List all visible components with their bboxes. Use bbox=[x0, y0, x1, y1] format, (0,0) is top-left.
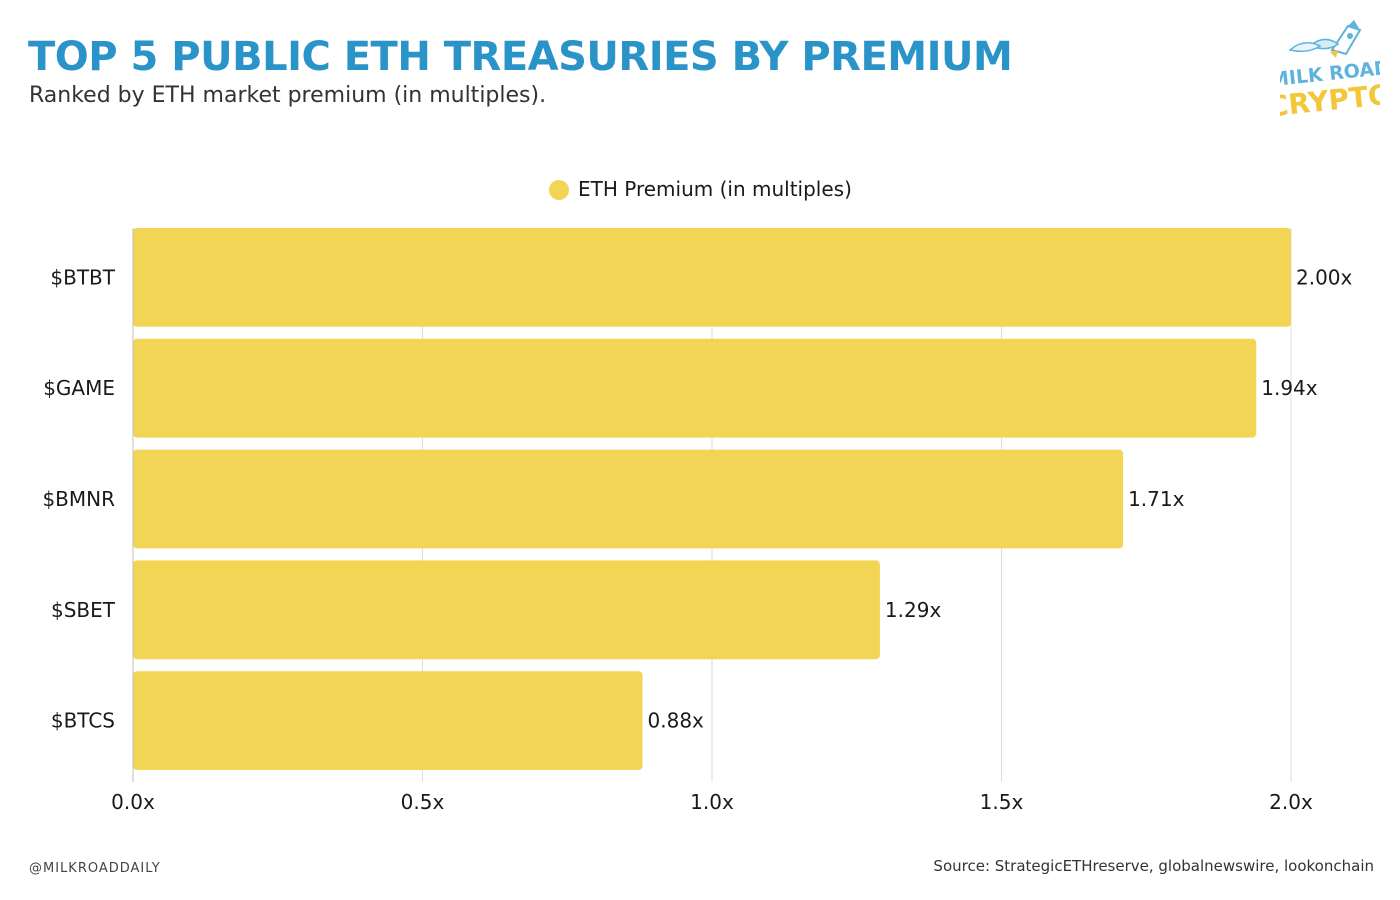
category-label: $BTCS bbox=[51, 709, 115, 733]
x-tick-label: 1.0x bbox=[690, 790, 734, 814]
data-label: 1.29x bbox=[885, 598, 942, 622]
milk-carton-rocket-icon bbox=[1288, 20, 1362, 58]
data-label: 1.94x bbox=[1261, 376, 1318, 400]
x-tick-label: 2.0x bbox=[1269, 790, 1313, 814]
category-label: $SBET bbox=[51, 598, 116, 622]
x-tick-label: 0.5x bbox=[401, 790, 445, 814]
chart-title: TOP 5 PUBLIC ETH TREASURIES BY PREMIUM bbox=[28, 34, 1013, 80]
footer-handle: @MILKROADDAILY bbox=[29, 861, 161, 876]
category-label: $BMNR bbox=[42, 487, 115, 511]
x-tick-label: 0.0x bbox=[111, 790, 155, 814]
chart-subtitle: Ranked by ETH market premium (in multipl… bbox=[29, 83, 547, 108]
category-label: $GAME bbox=[43, 376, 115, 400]
bar bbox=[133, 338, 1257, 438]
footer-source: Source: StrategicETHreserve, globalnewsw… bbox=[933, 857, 1374, 875]
data-label: 0.88x bbox=[648, 709, 705, 733]
data-label: 1.71x bbox=[1128, 487, 1185, 511]
bar bbox=[133, 560, 880, 660]
bar bbox=[133, 228, 1291, 327]
legend-marker bbox=[549, 180, 569, 200]
milk-road-logo: MILK ROAD CRYPTO bbox=[1280, 20, 1380, 120]
legend-label: ETH Premium (in multiples) bbox=[578, 177, 852, 201]
bar bbox=[133, 449, 1124, 549]
category-label: $BTBT bbox=[50, 265, 115, 289]
x-tick-label: 1.5x bbox=[980, 790, 1024, 814]
bar bbox=[133, 671, 643, 770]
data-label: 2.00x bbox=[1296, 265, 1353, 289]
